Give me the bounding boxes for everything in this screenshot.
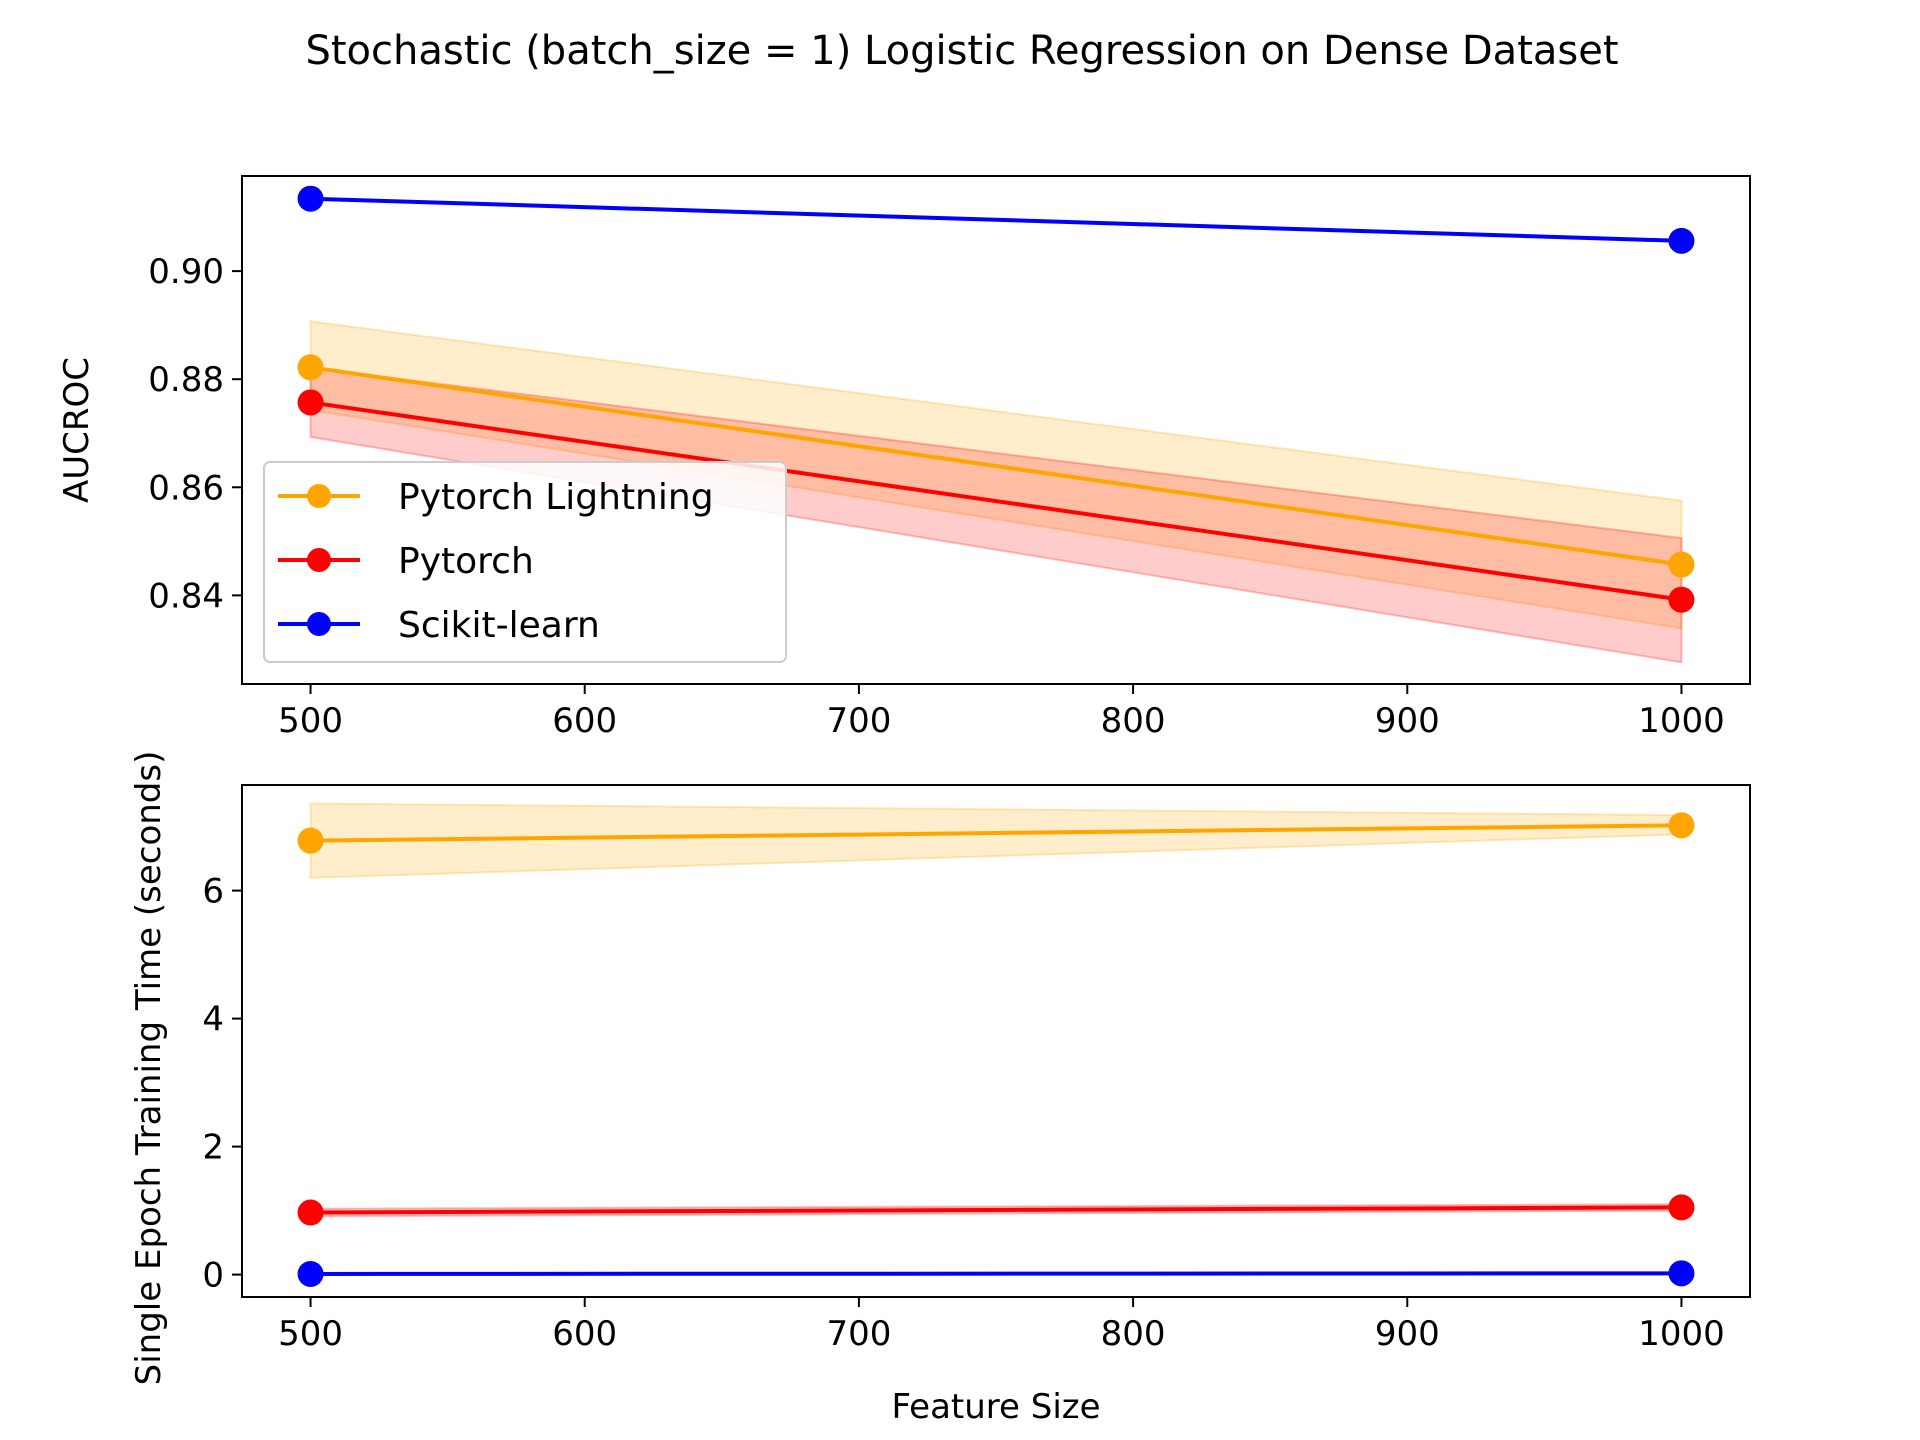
legend-marker-pytorch-lightning xyxy=(307,484,331,508)
x-tick-label: 900 xyxy=(1375,1314,1440,1354)
x-tick-label: 900 xyxy=(1375,701,1440,741)
y-axis-label-top: AUCROC xyxy=(57,357,97,503)
y-ticks-bottom: 0 2 4 6 xyxy=(202,872,242,1296)
chart-bottom: 500 600 700 800 900 1000 0 2 4 6 Single Epoch Tr… xyxy=(129,751,1751,1427)
y-axis-label-bottom: Single Epoch Training Time (seconds) xyxy=(129,751,169,1386)
data-point-pytorch-1000-bottom xyxy=(1668,1194,1695,1221)
x-tick-label: 1000 xyxy=(1638,701,1725,741)
data-point-pytorch-500-bottom xyxy=(297,1199,324,1226)
lines-top xyxy=(310,196,1682,602)
x-tick-label: 500 xyxy=(278,1314,343,1354)
x-tick-label: 700 xyxy=(826,1314,891,1354)
x-ticks-top: 500 600 700 800 900 1000 xyxy=(278,684,1725,741)
data-point-pytorch-500-top xyxy=(297,389,324,416)
x-tick-label: 800 xyxy=(1101,1314,1166,1354)
series-line-pytorch-lightning-bottom xyxy=(310,823,1682,843)
data-point-pytorch-lightning-500-top xyxy=(297,354,324,381)
y-tick-label: 0 xyxy=(202,1256,224,1296)
lines-bottom xyxy=(310,823,1682,1276)
x-tick-label: 800 xyxy=(1101,701,1166,741)
y-tick-label: 0.86 xyxy=(148,468,224,508)
legend: Pytorch Lightning Pytorch Scikit-learn xyxy=(263,461,787,663)
y-tick-label: 0.88 xyxy=(148,360,224,400)
legend-marker-pytorch xyxy=(307,548,331,572)
data-point-scikit-learn-1000-top xyxy=(1668,227,1695,254)
legend-label-pytorch-lightning: Pytorch Lightning xyxy=(398,477,714,518)
data-point-pytorch-lightning-1000-bottom xyxy=(1668,812,1695,839)
x-tick-label: 600 xyxy=(552,701,617,741)
x-tick-label: 500 xyxy=(278,701,343,741)
legend-frame xyxy=(263,461,787,663)
y-tick-label: 0.84 xyxy=(148,576,224,616)
x-tick-label: 600 xyxy=(552,1314,617,1354)
y-tick-label: 0.90 xyxy=(148,252,224,292)
x-ticks-bottom: 500 600 700 800 900 1000 xyxy=(278,1297,1725,1354)
legend-marker-scikit-learn xyxy=(307,612,331,636)
data-point-pytorch-lightning-1000-top xyxy=(1668,551,1695,578)
x-axis-label-bottom: Feature Size xyxy=(891,1387,1100,1427)
series-line-pytorch-top xyxy=(310,400,1682,602)
x-tick-label: 1000 xyxy=(1638,1314,1725,1354)
markers-top xyxy=(297,185,1695,613)
data-point-scikit-learn-1000-bottom xyxy=(1668,1260,1695,1287)
y-tick-label: 4 xyxy=(202,1000,224,1040)
legend-label-scikit-learn: Scikit-learn xyxy=(398,605,600,646)
series-line-scikit-learn-top xyxy=(310,196,1682,243)
data-point-pytorch-1000-top xyxy=(1668,586,1695,613)
chart-top: 500 600 700 800 900 1000 0.84 0.86 0.88 0.90 AUC… xyxy=(57,175,1751,741)
legend-label-pytorch: Pytorch xyxy=(398,541,534,582)
bands-bottom xyxy=(309,802,1683,1218)
plot-frame-top xyxy=(241,175,1751,685)
data-point-pytorch-lightning-500-bottom xyxy=(297,827,324,854)
figure-title: Stochastic (batch_size = 1) Logistic Reg… xyxy=(305,28,1618,74)
markers-bottom xyxy=(297,812,1695,1287)
series-line-scikit-learn-bottom xyxy=(310,1271,1682,1276)
y-ticks-top: 0.84 0.86 0.88 0.90 xyxy=(148,252,242,616)
data-point-scikit-learn-500-top xyxy=(297,185,324,212)
data-point-scikit-learn-500-bottom xyxy=(297,1260,324,1287)
plot-frame-bottom xyxy=(241,784,1751,1298)
x-tick-label: 700 xyxy=(826,701,891,741)
y-tick-label: 2 xyxy=(202,1128,224,1168)
series-line-pytorch-bottom xyxy=(310,1205,1682,1215)
series-line-pytorch-lightning-top xyxy=(310,365,1682,567)
y-tick-label: 6 xyxy=(202,872,224,912)
confidence-band-pytorch-lightning-bottom xyxy=(309,802,1683,879)
